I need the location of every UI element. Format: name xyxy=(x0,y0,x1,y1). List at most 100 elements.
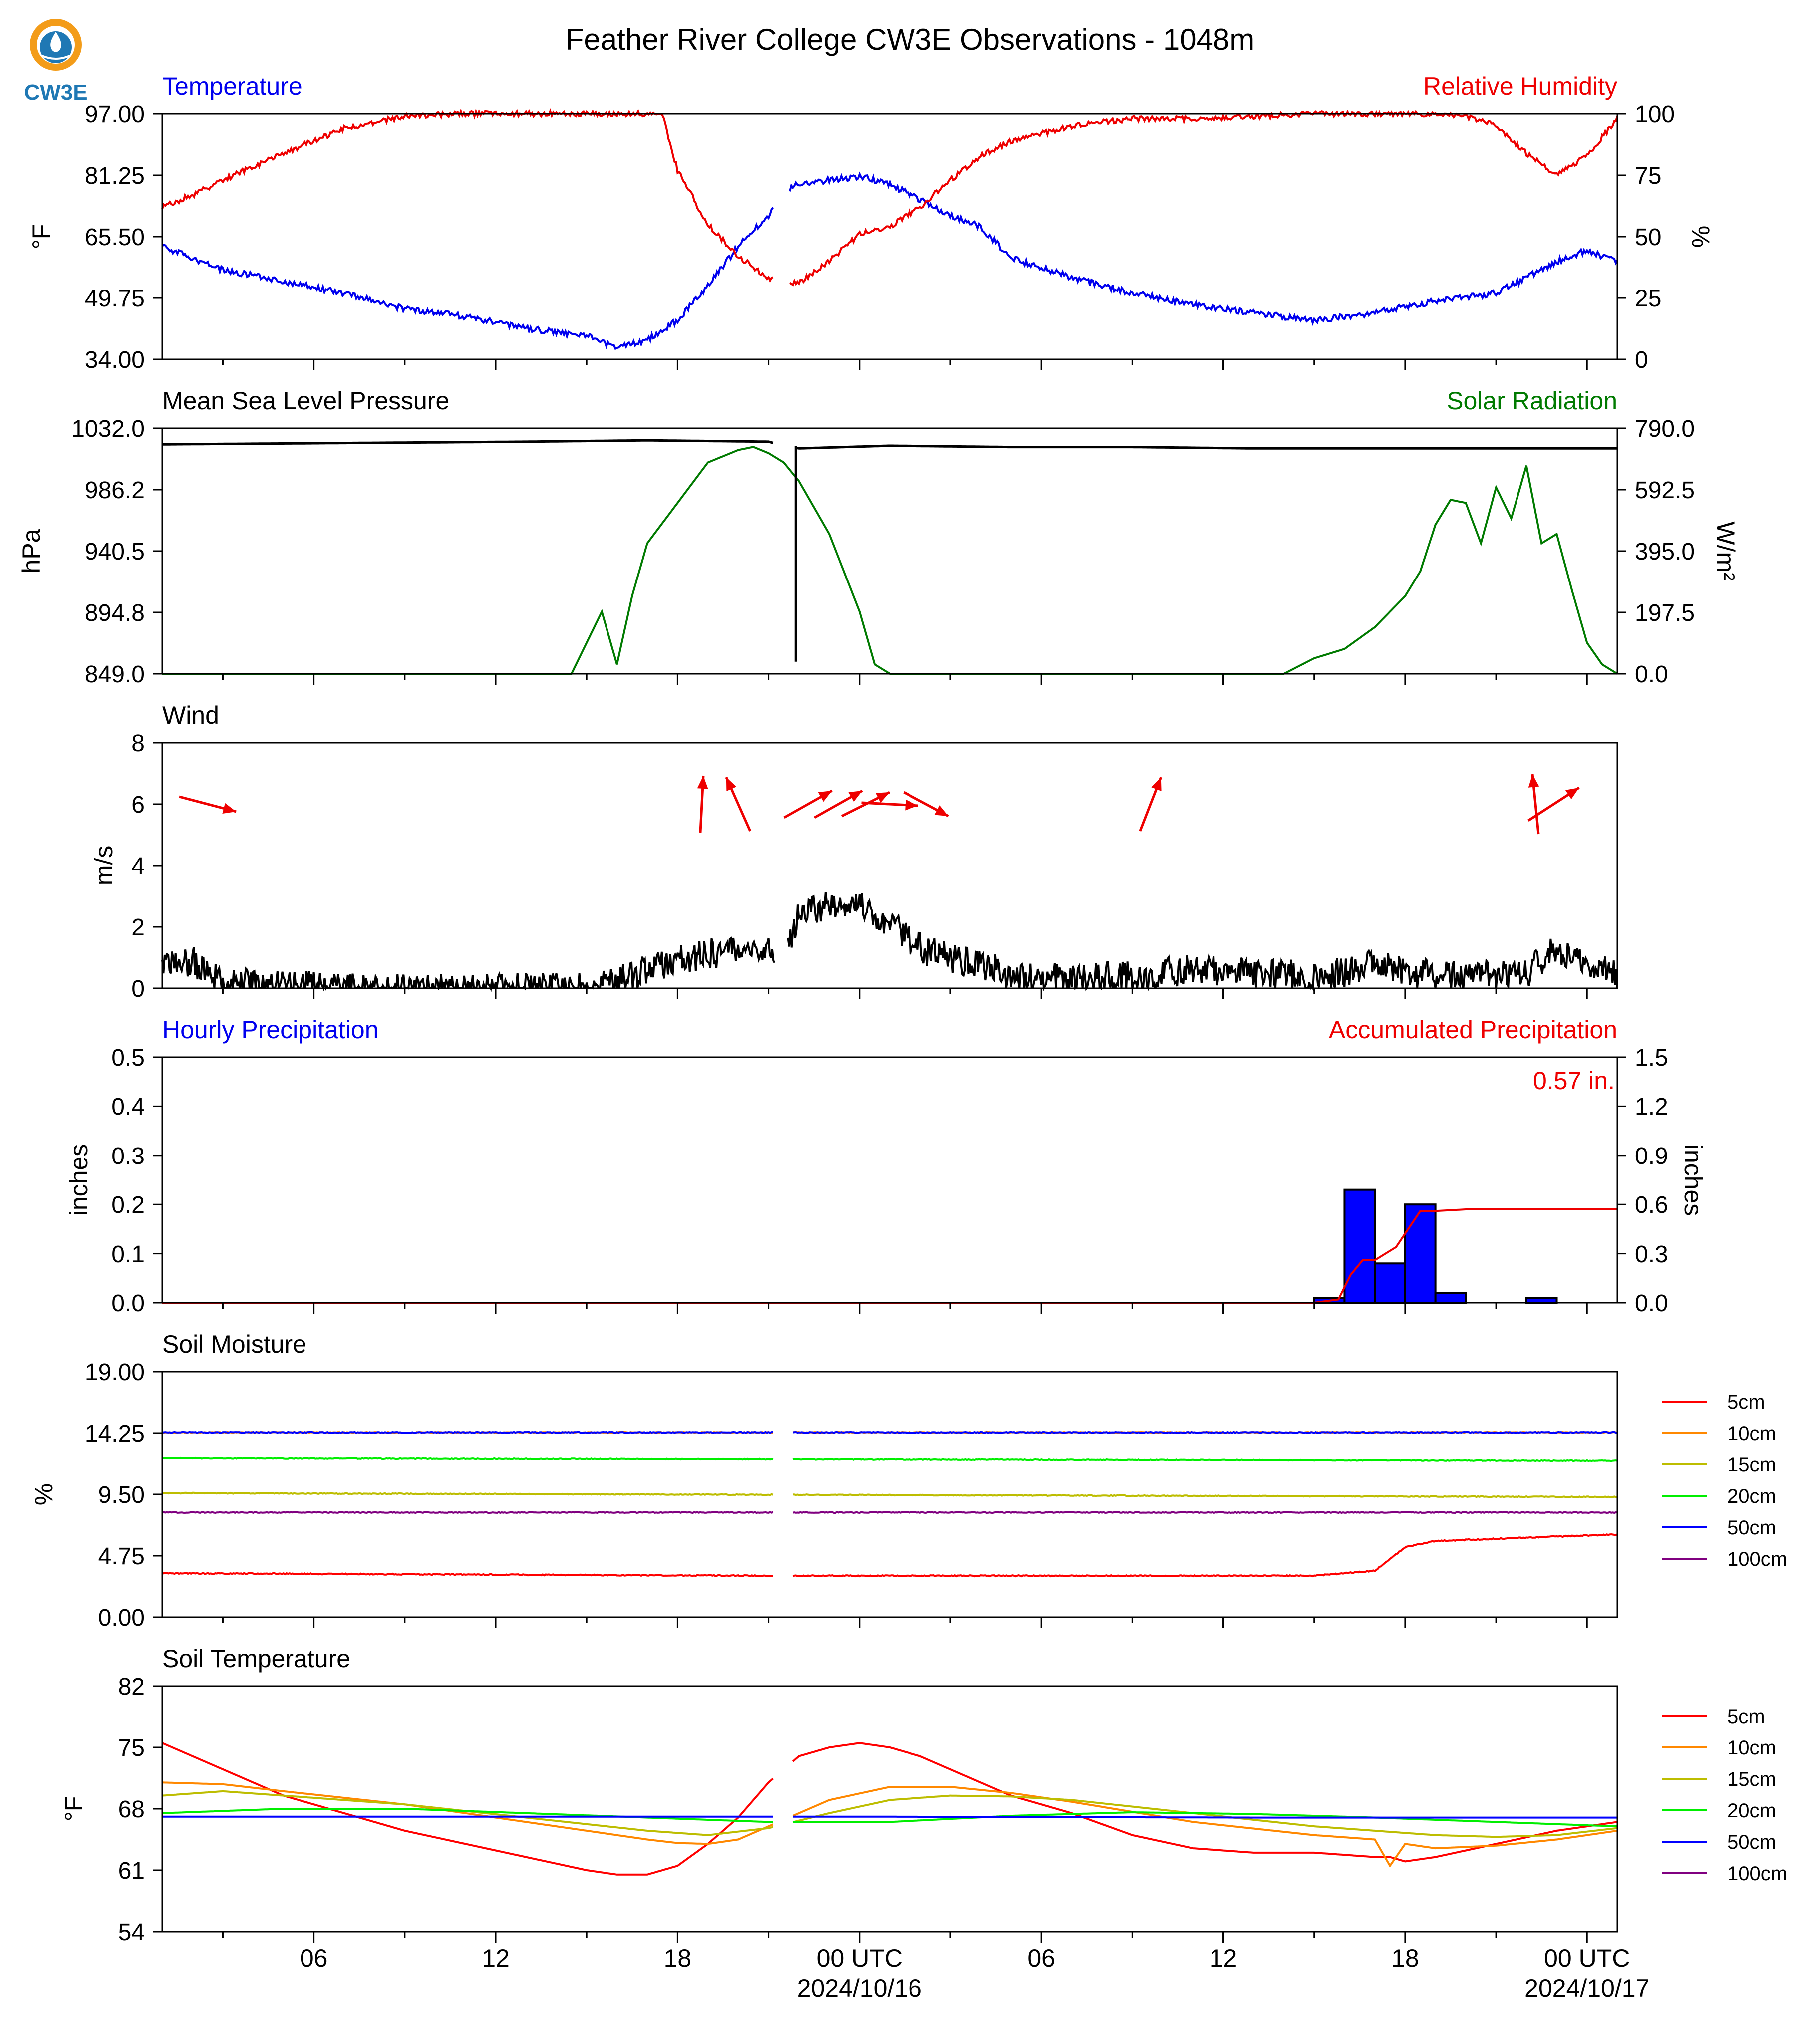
temp-tick-2: 65.50 xyxy=(85,224,145,251)
x-tick-label-1: 12 xyxy=(482,1944,510,1972)
accum-tick-1: 0.3 xyxy=(1635,1241,1668,1268)
precip-tick-2: 0.2 xyxy=(111,1192,145,1218)
soil-temp-ylabel: °F xyxy=(60,1796,88,1822)
wind-arrow-head xyxy=(848,791,863,802)
soil-temp-20cm-line xyxy=(162,1808,1618,1828)
sm-tick-1: 4.75 xyxy=(98,1543,145,1570)
soil-temp-10cm-line xyxy=(162,1781,1618,1868)
legend-label-5cm: 5cm xyxy=(1727,1391,1765,1413)
precip-bar xyxy=(1343,1188,1376,1304)
hourly-precip-title: Hourly Precipitation xyxy=(162,1016,379,1044)
sm-tick-4: 19.00 xyxy=(85,1359,145,1386)
temp-ylabel: °F xyxy=(27,224,55,250)
accum-precip-title: Accumulated Precipitation xyxy=(1329,1016,1617,1044)
precip-tick-3: 0.3 xyxy=(111,1143,145,1169)
precip-ylabel-left: inches xyxy=(65,1144,93,1216)
x-tick-label-3: 00 UTC xyxy=(817,1944,903,1972)
legend-label-20cm: 20cm xyxy=(1727,1800,1776,1822)
accum-tick-0: 0.0 xyxy=(1635,1290,1668,1317)
sm-tick-2: 9.50 xyxy=(98,1482,145,1508)
pressure-tick-4: 1032.0 xyxy=(71,416,145,442)
temp-tick-4: 97.00 xyxy=(85,101,145,128)
pressure-tick-2: 940.5 xyxy=(85,539,145,565)
x-tick-label-2: 18 xyxy=(664,1944,692,1972)
rh-ylabel: % xyxy=(1687,226,1715,248)
rh-tick-2: 50 xyxy=(1635,224,1661,251)
logo-text: CW3E xyxy=(24,80,87,105)
precip-tick-1: 0.1 xyxy=(111,1241,145,1268)
soil-moisture-100cm-line xyxy=(162,1511,1618,1514)
wind-arrow-head xyxy=(875,792,890,803)
legend-label-5cm: 5cm xyxy=(1727,1706,1765,1728)
panel-soil-temp: Soil Temperature °F 54 61 68 75 82 5cm 10… xyxy=(60,1645,1787,1946)
soil-moisture-title: Soil Moisture xyxy=(162,1330,306,1358)
wind-tick-0: 0 xyxy=(131,976,145,1002)
solar-tick-0: 0.0 xyxy=(1635,661,1668,688)
humidity-line xyxy=(161,108,1618,287)
cw3e-logo: CW3E xyxy=(24,19,88,105)
soil-temp-legend: 5cm 10cm 15cm 20cm 50cm 100cm xyxy=(1662,1706,1787,1885)
legend-label-10cm: 10cm xyxy=(1727,1737,1776,1759)
x-tick-label-6: 18 xyxy=(1391,1944,1419,1972)
accum-tick-4: 1.2 xyxy=(1635,1094,1668,1120)
wind-arrow-head xyxy=(222,803,237,814)
solar-tick-3: 592.5 xyxy=(1635,477,1695,504)
wind-tick-1: 2 xyxy=(131,914,145,941)
legend-label-100cm: 100cm xyxy=(1727,1548,1787,1570)
soil-temp-5cm-line xyxy=(162,1742,1618,1876)
wind-arrow-head xyxy=(726,777,737,791)
precip-bar xyxy=(1434,1292,1467,1304)
precip-bar xyxy=(1374,1262,1406,1304)
wind-arrow-head xyxy=(818,791,832,802)
precip-tick-5: 0.5 xyxy=(111,1045,145,1071)
accum-tick-2: 0.6 xyxy=(1635,1192,1668,1218)
temp-rh-plot xyxy=(161,108,1618,350)
solar-tick-2: 395.0 xyxy=(1635,539,1695,565)
rh-title: Relative Humidity xyxy=(1423,72,1617,100)
wind-arrow-head xyxy=(1565,788,1579,800)
soil-temp-plot xyxy=(162,1742,1618,1876)
legend-label-10cm: 10cm xyxy=(1727,1423,1776,1445)
wind-arrow-head xyxy=(905,799,918,811)
accum-tick-5: 1.5 xyxy=(1635,1045,1668,1071)
rh-tick-0: 0 xyxy=(1635,347,1648,373)
wind-title: Wind xyxy=(162,701,219,729)
wind-tick-4: 8 xyxy=(131,730,145,757)
soil-temp-50cm-line xyxy=(162,1815,1617,1819)
wind-arrow-head xyxy=(697,776,708,789)
x-axis-ticks xyxy=(153,113,1626,1943)
precip-total-label: 0.57 in. xyxy=(1533,1067,1615,1095)
legend-label-15cm: 15cm xyxy=(1727,1454,1776,1476)
st-tick-1: 61 xyxy=(118,1858,145,1884)
wind-arrow-head xyxy=(1151,777,1162,791)
pressure-tick-0: 849.0 xyxy=(85,661,145,688)
x-date-label-7: 2024/10/17 xyxy=(1524,1974,1649,2002)
soil-moisture-20cm-line xyxy=(162,1456,1618,1462)
wind-arrow-head xyxy=(1528,774,1539,788)
wind-tick-2: 4 xyxy=(131,853,145,879)
x-tick-label-4: 06 xyxy=(1027,1944,1055,1972)
precip-plot xyxy=(162,1188,1617,1304)
st-tick-4: 82 xyxy=(118,1674,145,1700)
pressure-title: Mean Sea Level Pressure xyxy=(162,387,449,415)
x-date-label-3: 2024/10/16 xyxy=(797,1974,922,2002)
legend-label-50cm: 50cm xyxy=(1727,1517,1776,1539)
pressure-tick-3: 986.2 xyxy=(85,477,145,504)
legend-label-100cm: 100cm xyxy=(1727,1863,1787,1885)
x-tick-label-0: 06 xyxy=(300,1944,328,1972)
solar-ylabel: W/m² xyxy=(1712,521,1740,580)
soil-moisture-5cm-line xyxy=(162,1533,1618,1578)
wind-arrow-head xyxy=(934,805,949,816)
panel-temp-rh: Temperature Relative Humidity °F % 34.00… xyxy=(27,72,1715,373)
temp-tick-3: 81.25 xyxy=(85,163,145,189)
sm-tick-0: 0.00 xyxy=(98,1605,145,1631)
soil-moisture-legend: 5cm 10cm 15cm 20cm 50cm 100cm xyxy=(1662,1391,1787,1570)
sm-tick-3: 14.25 xyxy=(85,1421,145,1447)
solar-tick-4: 790.0 xyxy=(1635,416,1695,442)
soil-moisture-plot xyxy=(162,1431,1618,1578)
wind-ylabel: m/s xyxy=(90,846,118,886)
soil-moisture-15cm-line xyxy=(162,1491,1618,1498)
st-tick-2: 68 xyxy=(118,1796,145,1823)
